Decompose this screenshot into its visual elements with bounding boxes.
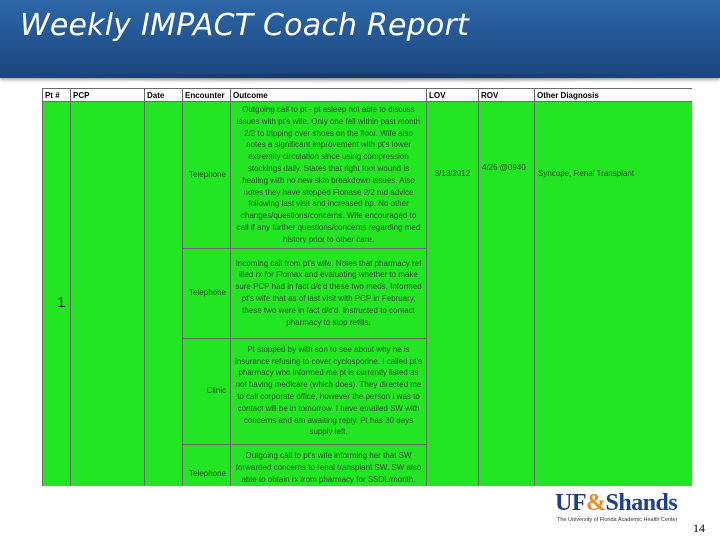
page-number: 14 — [693, 521, 705, 535]
table-row: Clinic Pt stopped by with son to see abo… — [43, 337, 693, 445]
report-table: Pt # PCP Date Encounter Outcome LOV ROV … — [42, 88, 692, 486]
header-pcp: PCP — [70, 88, 145, 102]
table-row: 1 Telephone Outgoing call to pt - pt asl… — [42, 101, 692, 486]
table-header-row: Pt # PCP Date Encounter Outcome LOV ROV … — [42, 88, 692, 102]
logo-ampersand: & — [586, 490, 606, 516]
header-encounter: Encounter — [182, 88, 231, 102]
header-date: Date — [144, 88, 183, 102]
rov-cell: 4/26 @0940 — [478, 101, 535, 486]
other-diagnosis-cell: Syncope, Renal Transplant — [534, 101, 692, 486]
encounter-cell: Telephone — [182, 101, 231, 249]
header-other-diagnosis: Other Diagnosis — [534, 88, 692, 102]
logo-uf: UF — [555, 490, 587, 516]
lov-cell: 3/13/2012 — [426, 101, 479, 486]
encounter-cell: Telephone — [182, 247, 231, 339]
logo-tagline: The University of Florida Academic Healt… — [557, 517, 678, 523]
pcp-cell — [70, 101, 145, 486]
header-rov: ROV — [478, 88, 535, 102]
header-lov: LOV — [426, 88, 479, 102]
table-row: Telephone Outgoing call to pt's wife inf… — [43, 443, 693, 486]
encounter-cell: Clinic — [182, 337, 231, 445]
date-cell — [144, 101, 183, 486]
outcome-cell: Incoming call from pt's wife. Notes that… — [230, 247, 427, 339]
title-bar: Weekly IMPACT Coach Report — [0, 0, 720, 84]
logo-shands: Shands — [605, 490, 678, 516]
pt-number: 1 — [42, 101, 71, 486]
table-row: Telephone Incoming call from pt's wife. … — [43, 247, 693, 339]
uf-shands-logo: UF&Shands The University of Florida Acad… — [555, 490, 695, 526]
outcome-cell: Pt stopped by with son to see about why … — [230, 337, 427, 445]
outcome-cell: Outgoing call to pt - pt asleep not able… — [230, 101, 427, 249]
logo-wordmark: UF&Shands — [555, 490, 678, 517]
outcome-cell: Outgoing call to pt's wife informing her… — [230, 443, 427, 486]
header-outcome: Outcome — [230, 88, 427, 102]
encounter-cell: Telephone — [182, 443, 231, 486]
slide-title: Weekly IMPACT Coach Report — [20, 8, 469, 43]
header-pt: Pt # — [42, 88, 71, 102]
report-table-container: Pt # PCP Date Encounter Outcome LOV ROV … — [42, 88, 692, 486]
